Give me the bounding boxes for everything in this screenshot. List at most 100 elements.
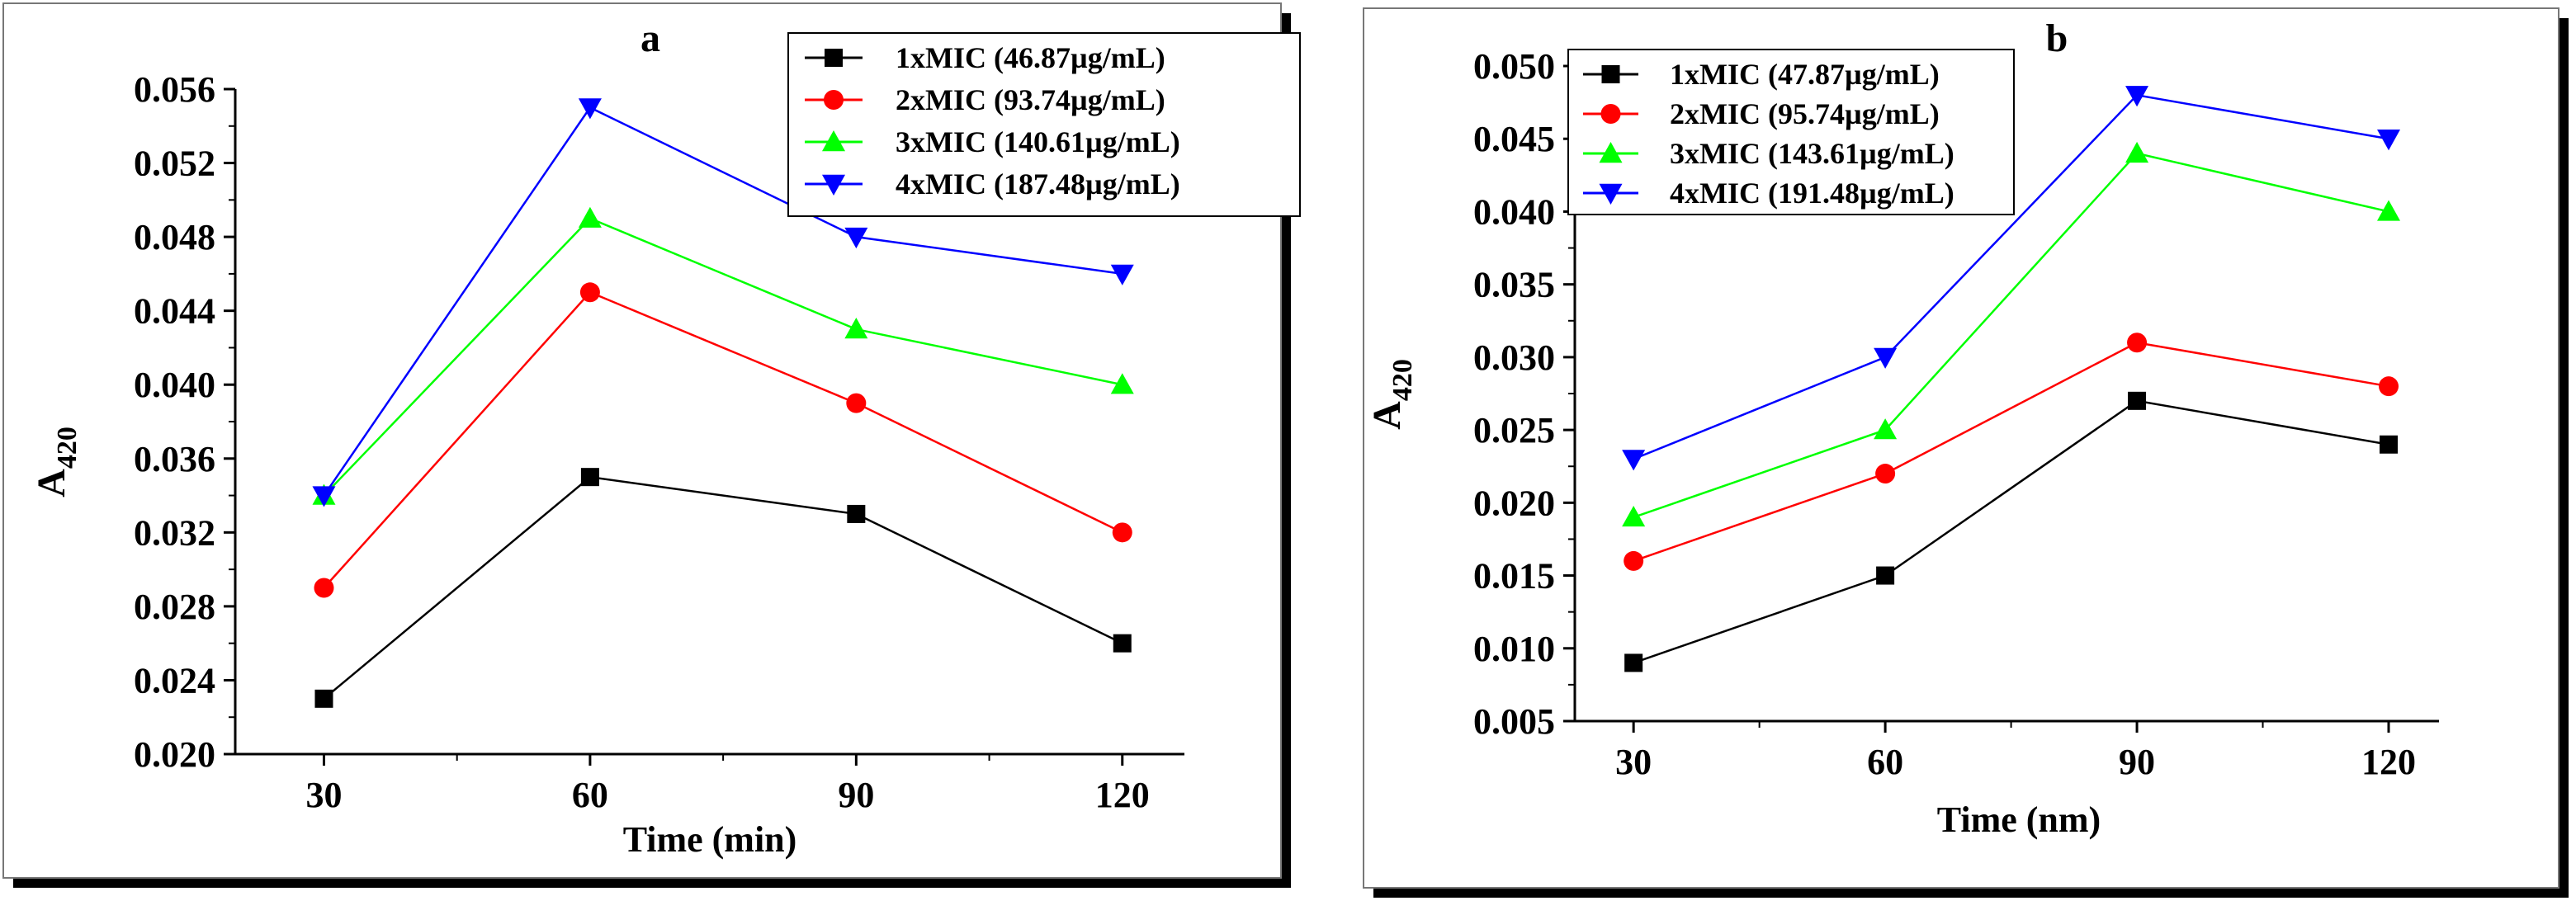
panel-a-series-4-point <box>844 227 868 249</box>
panel-a-series-4-point <box>1110 264 1134 285</box>
panel-b-series-1-point <box>2380 435 2399 454</box>
panel-a-x-tick-label: 90 <box>838 775 874 815</box>
panel-b-y-tick-label: 0.015 <box>1473 556 1555 597</box>
panel-a-y-tick-label: 0.024 <box>134 660 215 700</box>
panel-a-y-tick-label: 0.040 <box>134 365 215 405</box>
panel-a-legend-marker-1 <box>825 49 843 67</box>
panel-b-y-tick-label: 0.020 <box>1473 483 1555 523</box>
panel-b-legend-marker-1 <box>1601 65 1620 83</box>
panel-a-series-2-point <box>1112 522 1132 543</box>
panel-a-series-1-line <box>323 475 1123 700</box>
panel-a-series-4-point <box>578 98 602 120</box>
panel-a-series-4-line <box>323 106 1123 497</box>
panel-a-y-tick-label: 0.044 <box>134 291 215 332</box>
panel-a-series-3-point <box>1110 373 1134 394</box>
panel-a-legend-entries: 1xMIC (46.87µg/mL) 2xMIC (93.74µg/mL) 3xMI… <box>805 41 1180 200</box>
panel-b-y-tick-label: 0.035 <box>1473 265 1555 305</box>
panel-b-y-tick-label: 0.010 <box>1473 629 1555 669</box>
panel-b-legend-label-4: 4xMIC (191.48µg/mL) <box>1670 177 1954 210</box>
panel-a-y-tick-label: 0.052 <box>134 144 215 184</box>
panel-b-legend-marker-2 <box>1600 104 1621 124</box>
panel-a-label: a <box>640 17 660 60</box>
panel-b-series-1-line <box>1633 399 2389 664</box>
panel-a-y-tick-label: 0.032 <box>134 512 215 553</box>
panel-b-series-3-line <box>1633 152 2389 519</box>
panel-b-series-3-point <box>1622 505 1646 527</box>
panel-a-legend-label-1: 1xMIC (46.87µg/mL) <box>896 41 1165 74</box>
panel-b-series-3-point <box>2377 200 2401 221</box>
panel-b-x-tick-label: 90 <box>2119 742 2155 782</box>
panel-b-legend-marker-4 <box>1599 183 1623 205</box>
panel-a-y-axis-title-main: A <box>30 469 73 498</box>
panel-a-x-tick-label: 30 <box>305 775 342 815</box>
panel-a-legend-box <box>787 32 1301 217</box>
panel-b-series-4-line <box>1633 93 2389 460</box>
chart-panel-a: a 0.0200.0240.0280.0320.0360.0400.0440.0… <box>30 17 1301 860</box>
panel-b-series-4-point <box>2377 130 2401 151</box>
panel-b-legend-marker-3 <box>1599 142 1623 163</box>
panel-a-series-3-point <box>578 206 602 228</box>
panel-a-legend-label-2: 2xMIC (93.74µg/mL) <box>896 83 1165 116</box>
panel-b-x-tick-label: 120 <box>2361 742 2416 782</box>
panel-a-y-tick-label: 0.028 <box>134 587 215 627</box>
panel-b-series-4-point <box>1874 347 1898 369</box>
panel-b-plot: 0.005 0.010 0.015 0.020 0.025 0.030 0.035 0.040… <box>1473 46 2439 782</box>
panel-b-legend-label-2: 2xMIC (95.74µg/mL) <box>1670 97 1940 130</box>
panel-b-series-4-point <box>1622 450 1646 471</box>
panel-b-legend-label-1: 1xMIC (47.87µg/mL) <box>1670 58 1940 91</box>
panel-a-legend-label-4: 4xMIC (187.48µg/mL) <box>896 167 1180 200</box>
panel-a-legend-marker-3 <box>822 130 845 152</box>
panel-a-y-tick-label: 0.056 <box>134 69 215 110</box>
panel-b-series-2-point <box>1624 550 1644 571</box>
panel-a-legend: 1xMIC (46.87µg/mL) 2xMIC (93.74µg/mL) 3xMI… <box>787 32 1301 217</box>
panel-a-series-1-point <box>314 689 333 708</box>
panel-a-y-axis-title: A420 <box>30 427 83 498</box>
panel-b-series-2-point <box>2379 376 2399 397</box>
panel-b-x-axis-title: Time (nm) <box>1937 799 2101 840</box>
panel-b-y-tick-label: 0.050 <box>1473 46 1555 87</box>
panel-b-series-2-point <box>2127 333 2148 353</box>
chart-panel-b: b 0.0050.0100.0150.0200.0250.0300.0350.0… <box>1365 17 2439 840</box>
panel-a-series-3-point <box>844 318 868 339</box>
panel-b-y-axis-title-main: A <box>1365 401 1409 430</box>
panel-a-x-tick-label: 120 <box>1095 775 1150 815</box>
panel-a-series-3-line <box>323 217 1123 497</box>
panel-b-series-2-line <box>1633 341 2389 563</box>
panel-b-series-3-point <box>2125 141 2149 163</box>
panel-b-x-tick-label: 30 <box>1615 742 1652 782</box>
panel-a-series-2-point <box>314 578 334 598</box>
panel-a-legend-label-3: 3xMIC (140.61µg/mL) <box>896 125 1180 158</box>
panel-a-y-tick-label: 0.048 <box>134 217 215 257</box>
panel-a-series-1-point <box>1113 634 1132 653</box>
panel-a-series-1-point <box>580 468 599 487</box>
panel-a-x-axis-title: Time (min) <box>623 819 797 860</box>
panel-b-y-tick-label: 0.040 <box>1473 191 1555 232</box>
panel-b-legend-label-3: 3xMIC (143.61µg/mL) <box>1670 137 1954 170</box>
panel-b-series-1-point <box>1876 566 1895 585</box>
panel-b-legend: 1xMIC (47.87µg/mL) 2xMIC (95.74µg/mL) 3xMI… <box>1567 49 2015 215</box>
panel-a-legend-marker-4 <box>822 174 845 196</box>
panel-b-y-tick-label: 0.045 <box>1473 119 1555 159</box>
panel-b-series-1-point <box>1624 653 1643 672</box>
panel-b-y-tick-label: 0.025 <box>1473 410 1555 450</box>
panel-a-series-1-point <box>847 504 866 523</box>
panel-a-y-tick-label: 0.020 <box>134 734 215 775</box>
panel-b-y-axis-title: A420 <box>1365 359 1418 430</box>
panel-b-y-tick-label: 0.005 <box>1473 701 1555 742</box>
panel-a-series-4-point <box>312 486 336 507</box>
panel-b-series-3-point <box>1874 418 1898 440</box>
panel-a-legend-marker-2 <box>824 90 844 110</box>
panel-b-y-axis-title-sub: 420 <box>1387 359 1418 401</box>
panel-b-y-tick-label: 0.030 <box>1473 337 1555 378</box>
panel-b-series-2-point <box>1875 464 1896 484</box>
panel-b-x-tick-label: 60 <box>1867 742 1903 782</box>
panel-a-series-2-line <box>323 290 1123 589</box>
panel-b-legend-box <box>1567 49 2015 215</box>
panel-a-plot: 0.020 0.024 0.028 0.032 0.036 0.040 0.044 0.048… <box>134 69 1184 815</box>
panel-a-series-2-point <box>579 282 600 303</box>
panel-a-y-tick-label: 0.036 <box>134 439 215 479</box>
panel-a-y-axis-title-sub: 420 <box>52 427 83 469</box>
panel-b-label: b <box>2046 17 2068 60</box>
panel-b-series-1-point <box>2128 391 2147 410</box>
